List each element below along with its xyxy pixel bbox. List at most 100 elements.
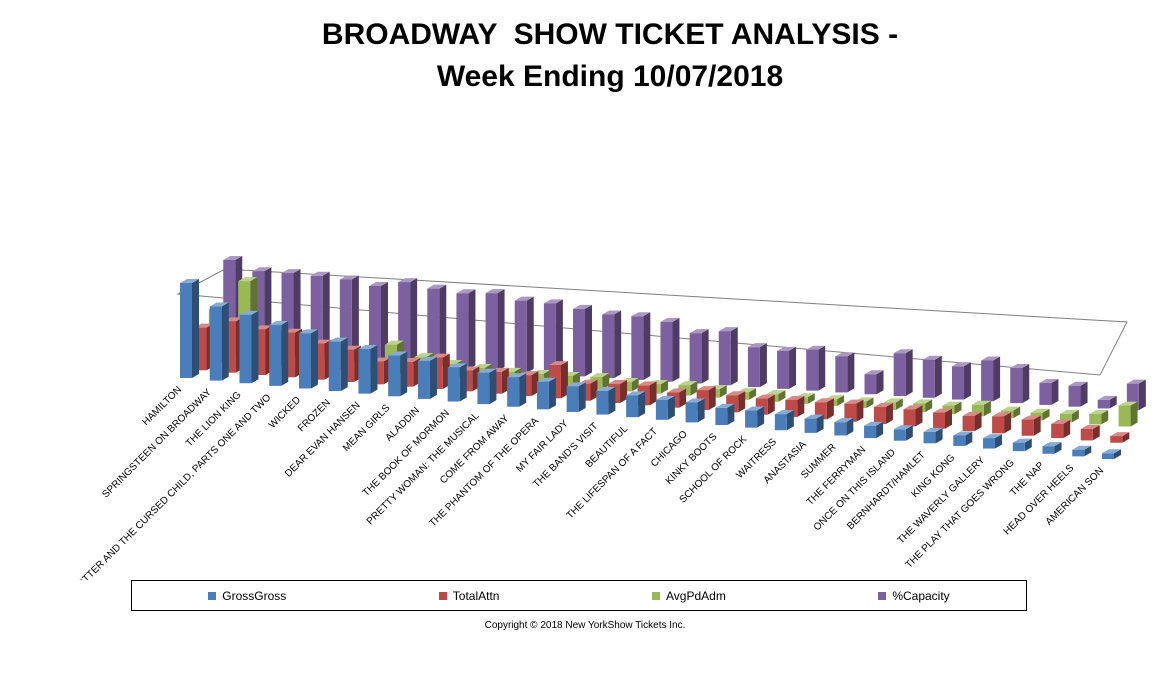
bar-grossgross-5: [328, 337, 348, 392]
bar-face: [1072, 449, 1085, 457]
bar-pct-capacity-15: [660, 317, 680, 382]
bar-side: [1080, 381, 1088, 407]
bar-top: [223, 256, 243, 260]
bar-top: [1126, 379, 1146, 384]
bar-top: [951, 362, 971, 367]
bar-side: [697, 398, 705, 423]
bar-grossgross-28: [1012, 438, 1032, 452]
bar-side: [1130, 401, 1138, 427]
bar-top: [1012, 438, 1032, 443]
bar-top: [631, 312, 651, 317]
bar-face: [328, 341, 341, 392]
bar-grossgross-27: [983, 434, 1003, 449]
bar-top: [825, 395, 845, 400]
bar-side: [555, 299, 563, 375]
bar-face: [447, 367, 460, 402]
bar-face: [893, 353, 906, 396]
bar-side: [789, 346, 797, 389]
bar-side: [1122, 432, 1130, 443]
bar-pct-capacity-19: [777, 346, 797, 389]
bar-face: [368, 286, 381, 364]
bar-grossgross-20: [774, 410, 794, 431]
bar-avgpdadm-30: [1089, 409, 1109, 425]
bar-face: [1059, 413, 1072, 423]
bar-top: [981, 356, 1001, 361]
category-label: THE FERRYMAN: [805, 444, 868, 507]
bar-side: [778, 390, 786, 402]
bar-top: [667, 388, 687, 393]
legend-swatch: [438, 591, 447, 600]
bar-totalattn-29: [1051, 419, 1071, 439]
bar-pct-capacity-13: [602, 310, 622, 379]
legend-item: TotalAttn: [438, 589, 499, 603]
bar-top: [726, 391, 746, 396]
bar-top: [1059, 409, 1079, 414]
bar-grossgross-2: [239, 310, 259, 384]
bar-face: [596, 390, 609, 415]
bar-face: [1068, 385, 1081, 407]
bar-top: [844, 399, 864, 404]
legend-swatch: [878, 591, 887, 600]
bar-face: [631, 316, 644, 380]
bar-side: [192, 279, 199, 378]
bar-top: [602, 310, 622, 315]
bar-face: [1097, 399, 1110, 409]
bar-top: [194, 323, 214, 328]
bar-grossgross-24: [893, 425, 913, 441]
bar-side: [876, 421, 884, 439]
bar-top: [864, 421, 884, 426]
bar-side: [866, 397, 874, 408]
legend-label: %Capacity: [892, 588, 950, 603]
bar-side: [468, 289, 476, 370]
bar-face: [536, 381, 549, 410]
bar-side: [679, 388, 687, 408]
bar-face: [456, 293, 469, 370]
bar-pct-capacity-14: [631, 312, 651, 380]
bar-top: [238, 277, 258, 282]
bar-face: [1102, 453, 1114, 459]
bar-face: [981, 360, 994, 402]
bar-side: [281, 321, 289, 386]
bar-side: [1013, 406, 1021, 419]
bar-top: [1051, 419, 1071, 424]
bar-top: [269, 321, 289, 326]
bar-top: [922, 355, 942, 360]
bar-top: [252, 267, 272, 272]
bar-top: [1072, 445, 1092, 450]
bar-side: [1138, 379, 1146, 411]
category-label: AMERICAN SON: [1044, 465, 1106, 527]
bar-face: [180, 283, 192, 378]
bar-top: [814, 398, 834, 403]
bar-pct-capacity-30: [1097, 395, 1117, 409]
bar-top: [873, 402, 893, 407]
bar-side: [993, 356, 1001, 402]
bar-face: [573, 308, 586, 377]
bar-side: [759, 343, 767, 388]
bar-top: [953, 431, 973, 436]
bar-side: [519, 373, 527, 407]
bar-totalattn-30: [1080, 425, 1100, 441]
bar-side: [797, 395, 805, 418]
bar-side: [429, 356, 437, 399]
bar-top: [747, 343, 767, 348]
bar-top: [835, 352, 855, 357]
bar-side: [1092, 425, 1100, 441]
bar-top: [766, 390, 786, 395]
bar-totalattn-31: [1110, 432, 1130, 443]
bar-top: [1097, 395, 1117, 400]
bar-face: [864, 425, 877, 439]
bar-side: [1101, 409, 1109, 425]
bar-grossgross-11: [507, 373, 527, 407]
bar-grossgross-1: [209, 302, 229, 381]
bar-side: [1071, 409, 1079, 423]
bar-top: [456, 289, 476, 294]
bar-face: [992, 416, 1005, 434]
bar-face: [1039, 383, 1052, 405]
legend-label: AvgPdAdm: [666, 588, 726, 603]
bar-face: [747, 347, 760, 388]
bar-top: [590, 373, 610, 378]
bar-grossgross-17: [685, 398, 705, 423]
bar-top: [689, 329, 709, 334]
bar-top: [447, 363, 467, 368]
bar-top: [384, 340, 404, 345]
